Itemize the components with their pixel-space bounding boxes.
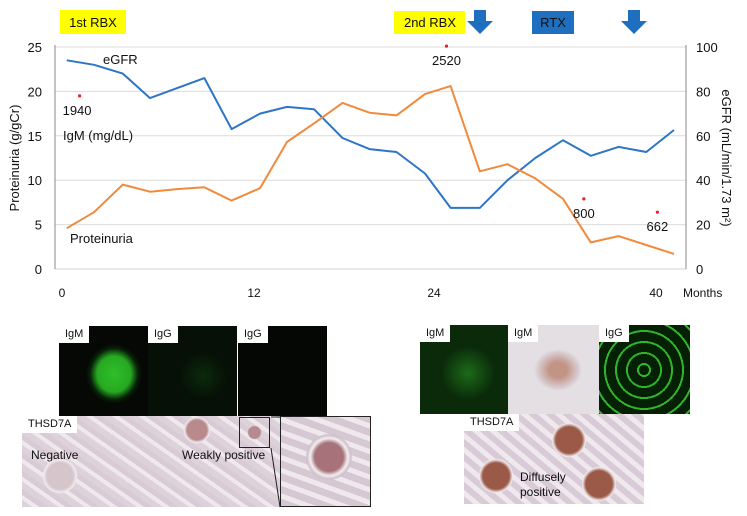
y-left-tick-label: 10 — [28, 173, 42, 188]
egfr-line — [66, 59, 675, 209]
x-tick-label: 0 — [59, 286, 66, 300]
y-right-axis-label: eGFR (mL/min/1.73 m²) — [719, 89, 734, 226]
left-igg-fluorescence-2: IgG — [238, 326, 327, 416]
left-igm-fluorescence: IgM — [59, 326, 148, 416]
y-left-tick-label: 25 — [28, 40, 42, 55]
second-rbx-label: 2nd RBX — [404, 15, 456, 30]
rtx-label: RTX — [540, 15, 566, 30]
x-axis-label: Months — [683, 286, 722, 300]
igm-point — [582, 197, 586, 201]
first-rbx-box — [60, 10, 126, 34]
rtx-arrow-icon — [621, 10, 647, 34]
y-left-axis-label: Proteinuria (g/gCr) — [7, 105, 22, 212]
panel-label: IgG — [238, 326, 268, 343]
y-left-tick-label: 0 — [35, 262, 42, 277]
igm-value-label: 2520 — [432, 53, 461, 68]
igm-point — [444, 44, 449, 48]
left-thsd7a-ihc: THSD7A Negative Weakly positive — [22, 416, 280, 507]
second-rbx-arrow-icon — [467, 10, 493, 34]
negative-label: Negative — [31, 448, 79, 462]
panel-label: IgM — [59, 326, 90, 343]
first-rbx-label: 1st RBX — [69, 15, 117, 30]
panel-label: THSD7A — [22, 416, 78, 433]
y-right-tick-label: 0 — [696, 262, 703, 277]
rtx-box — [532, 11, 574, 34]
left-igg-fluorescence-1: IgG — [148, 326, 237, 416]
proteinuria-line — [66, 85, 675, 255]
panel-label: IgG — [599, 325, 629, 342]
timeline-chart: 0 5 10 15 20 25 0 20 40 60 80 100 0 12 24 40 1940 2520 80… — [7, 10, 734, 300]
second-rbx-box — [394, 11, 465, 34]
panel-label: THSD7A — [464, 414, 520, 431]
right-igm-ihc: IgM — [508, 325, 599, 414]
y-right-tick-label: 80 — [696, 84, 710, 99]
y-left-tick-label: 15 — [28, 129, 42, 144]
right-igm-fluorescence: IgM — [420, 325, 508, 414]
igm-value-label: 662 — [647, 219, 669, 234]
y-right-tick-label: 60 — [696, 129, 710, 144]
egfr-series-label: eGFR — [103, 52, 138, 67]
y-right-tick-label: 20 — [696, 218, 710, 233]
igm-point — [655, 210, 659, 214]
x-tick-label: 24 — [427, 286, 441, 300]
igm-value-label: 1940 — [63, 103, 92, 118]
igm-value-label: 800 — [573, 206, 595, 221]
proteinuria-series-label: Proteinuria — [70, 231, 134, 246]
y-right-tick-label: 100 — [696, 40, 718, 55]
right-thsd7a-ihc: THSD7A Diffusely positive — [464, 414, 644, 504]
igm-unit-label: IgM (mg/dL) — [63, 128, 133, 143]
panel-label: IgM — [508, 325, 539, 342]
panel-label: IgM — [420, 325, 451, 342]
x-tick-label: 12 — [247, 286, 261, 300]
right-igg-fluorescence: IgG — [599, 325, 690, 414]
y-left-tick-label: 20 — [28, 84, 42, 99]
igm-point — [78, 94, 82, 98]
y-left-tick-label: 5 — [35, 218, 42, 233]
weakly-positive-label: Weakly positive — [182, 448, 266, 462]
panel-label: IgG — [148, 326, 178, 343]
inset-selection-box — [239, 417, 270, 448]
y-right-tick-label: 40 — [696, 173, 710, 188]
x-tick-label: 40 — [649, 286, 663, 300]
diffusely-positive-label: Diffusely positive — [520, 470, 566, 499]
left-thsd7a-inset-magnified — [280, 416, 371, 507]
